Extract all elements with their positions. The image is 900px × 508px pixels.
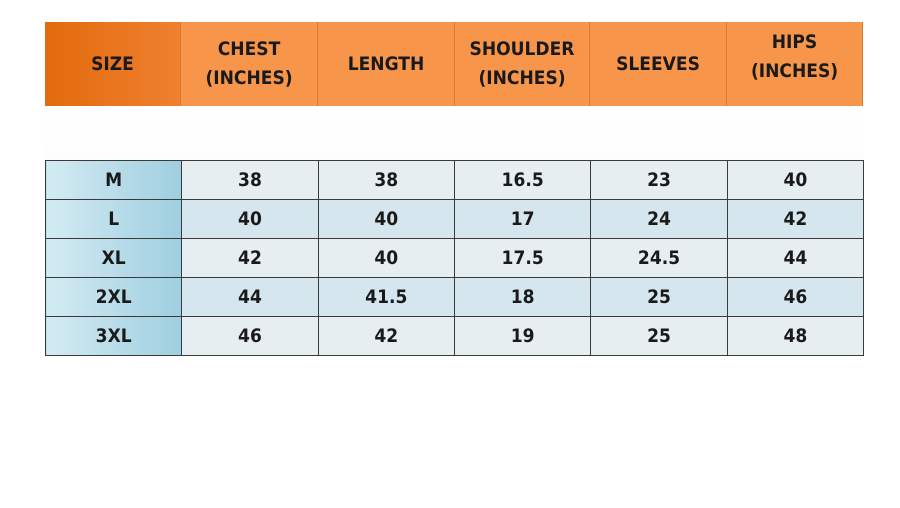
value-cell: 40 — [181, 199, 319, 239]
value-cell: 42 — [181, 238, 319, 278]
value-cell: 44 — [181, 277, 319, 317]
size-chart-table: M 38 38 16.5 23 40 L 40 40 17 24 42 XL 42 40 17.5 24.5 44… — [44, 160, 865, 356]
value-cell: 38 — [317, 160, 455, 200]
value-cell: 46 — [726, 277, 865, 317]
size-cell: 2XL — [44, 277, 183, 317]
size-cell: 3XL — [44, 316, 183, 356]
size-cell: M — [44, 160, 183, 200]
header-cell: HIPS (INCHES) — [727, 22, 863, 106]
table-row: XL 42 40 17.5 24.5 44 — [44, 238, 865, 278]
header-cell: CHEST (INCHES) — [181, 22, 318, 106]
value-cell: 23 — [590, 160, 728, 200]
size-cell: L — [44, 199, 183, 239]
value-cell: 17.5 — [453, 238, 592, 278]
value-cell: 41.5 — [317, 277, 455, 317]
value-cell: 48 — [726, 316, 865, 356]
value-cell: 42 — [726, 199, 865, 239]
header-cell: SIZE — [45, 22, 181, 106]
value-cell: 16.5 — [453, 160, 592, 200]
value-cell: 38 — [181, 160, 319, 200]
value-cell: 24 — [590, 199, 728, 239]
size-cell: XL — [44, 238, 183, 278]
header-cell: SLEEVES — [590, 22, 727, 106]
value-cell: 40 — [317, 199, 455, 239]
value-cell: 44 — [726, 238, 865, 278]
header-cell: SHOULDER (INCHES) — [455, 22, 590, 106]
header-cell: LENGTH — [318, 22, 455, 106]
value-cell: 42 — [317, 316, 455, 356]
value-cell: 40 — [317, 238, 455, 278]
value-cell: 25 — [590, 277, 728, 317]
value-cell: 24.5 — [590, 238, 728, 278]
table-row: L 40 40 17 24 42 — [44, 199, 865, 239]
value-cell: 17 — [453, 199, 592, 239]
value-cell: 19 — [453, 316, 592, 356]
table-row: M 38 38 16.5 23 40 — [44, 160, 865, 200]
value-cell: 18 — [453, 277, 592, 317]
faded-row — [45, 106, 863, 160]
value-cell: 25 — [590, 316, 728, 356]
table-row: 3XL 46 42 19 25 48 — [44, 316, 865, 356]
value-cell: 46 — [181, 316, 319, 356]
table-row: 2XL 44 41.5 18 25 46 — [44, 277, 865, 317]
value-cell: 40 — [726, 160, 865, 200]
